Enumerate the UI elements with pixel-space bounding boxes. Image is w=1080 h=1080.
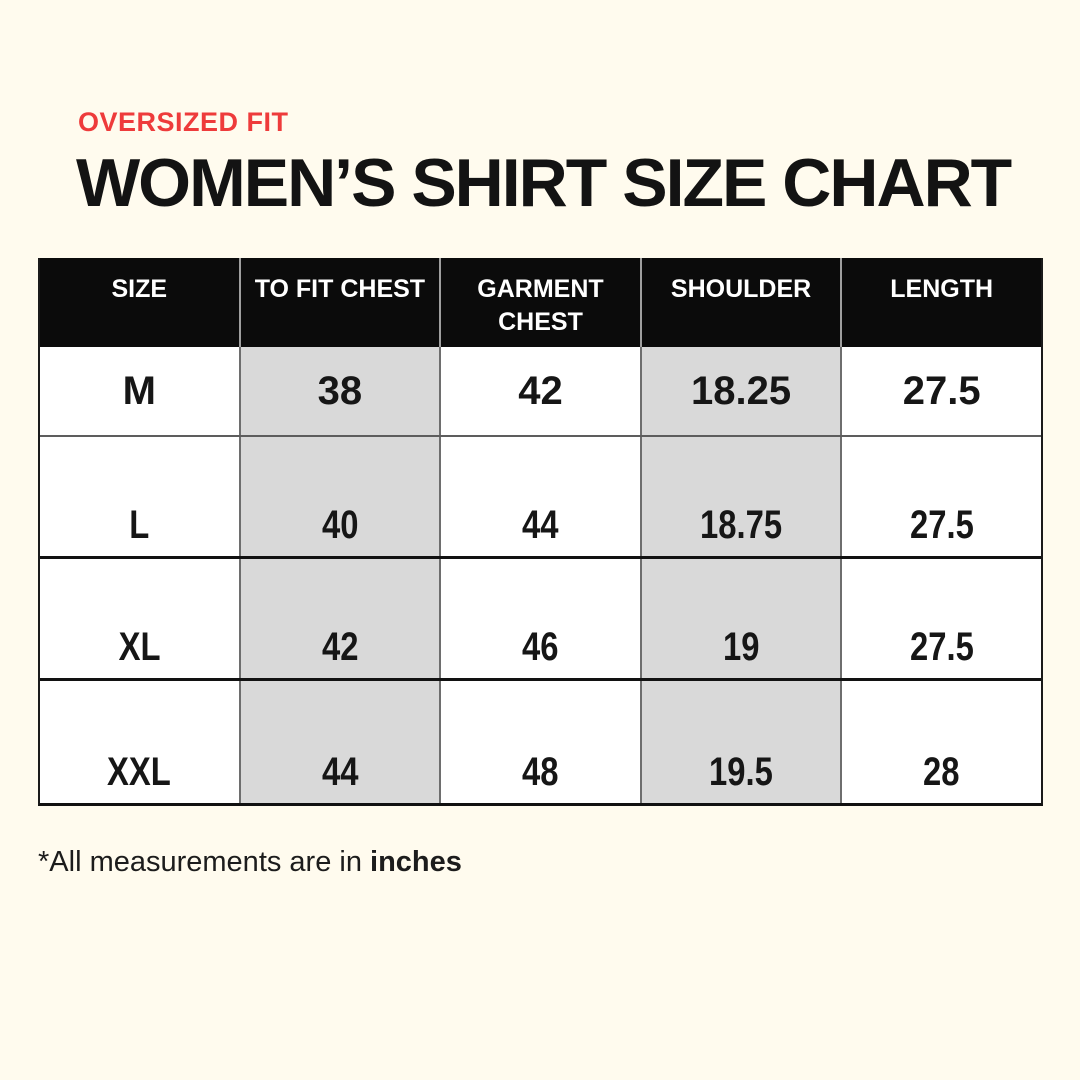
column-header-size: SIZE [40,258,241,347]
cell-length: 28 [842,681,1041,803]
column-header-garment-chest: GARMENT CHEST [441,258,642,347]
cell-value: 27.5 [902,368,981,413]
cell-to-fit-chest: 40 [240,437,442,556]
cell-length: 27.5 [842,347,1041,435]
cell-garment-chest: 42 [441,347,642,435]
header-label: SIZE [111,275,168,303]
cell-value: 40 [321,503,359,547]
column-header-length: LENGTH [842,258,1041,347]
cell-value: 48 [522,750,559,794]
footnote-unit: inches [370,846,462,878]
cell-shoulder: 19.5 [641,681,843,803]
cell-value: 28 [923,750,960,794]
cell-shoulder: 18.25 [641,347,843,435]
cell-value: 18.25 [691,368,792,413]
cell-value: 44 [522,503,559,547]
cell-value: 46 [522,625,559,669]
header-label: LENGTH [890,275,994,303]
cell-value: 27.5 [909,625,974,669]
cell-value: 42 [518,368,563,413]
table-row-xxl: XXL 44 48 19.5 28 [40,681,1041,803]
cell-value: 38 [317,368,363,413]
footnote-text: *All measurements are in [38,846,371,878]
cell-value: 18.75 [700,503,783,547]
cell-value: XL [118,625,161,669]
cell-size: XL [40,559,241,678]
cell-value: XXL [107,750,172,794]
cell-value: 19.5 [709,750,773,794]
cell-size: XXL [40,681,241,803]
cell-value: 42 [321,625,359,669]
cell-size: L [40,437,241,556]
cell-to-fit-chest: 38 [240,347,442,435]
cell-value: 19 [722,625,760,669]
header-label: TO FIT CHEST [254,275,426,303]
table-row-xl: XL 42 46 19 27.5 [40,559,1041,681]
cell-garment-chest: 44 [441,437,642,556]
table-row-l: L 40 44 18.75 27.5 [40,437,1041,559]
size-chart-table: SIZE TO FIT CHEST GARMENT CHEST SHOULDER… [38,258,1043,806]
cell-value: L [129,503,150,547]
cell-shoulder: 19 [641,559,843,678]
cell-length: 27.5 [842,559,1041,678]
measurements-footnote: *All measurements are in inches [38,844,1080,880]
header-label: GARMENT CHEST [477,275,604,336]
cell-garment-chest: 46 [441,559,642,678]
cell-to-fit-chest: 42 [240,559,442,678]
table-header-row: SIZE TO FIT CHEST GARMENT CHEST SHOULDER… [40,258,1041,347]
page-title: WOMEN’S SHIRT SIZE CHART [76,145,1012,221]
fit-type-label: OVERSIZED FIT [78,107,289,137]
column-header-to-fit-chest: TO FIT CHEST [240,258,442,347]
cell-garment-chest: 48 [441,681,642,803]
table-row-m: M 38 42 18.25 27.5 [40,347,1041,437]
header-label: SHOULDER [670,275,812,303]
cell-length: 27.5 [842,437,1041,556]
cell-shoulder: 18.75 [641,437,843,556]
cell-size: M [40,347,241,435]
column-header-shoulder: SHOULDER [641,258,843,347]
cell-value: M [122,368,156,413]
cell-value: 27.5 [909,503,974,547]
cell-value: 44 [321,750,359,794]
cell-to-fit-chest: 44 [240,681,442,803]
